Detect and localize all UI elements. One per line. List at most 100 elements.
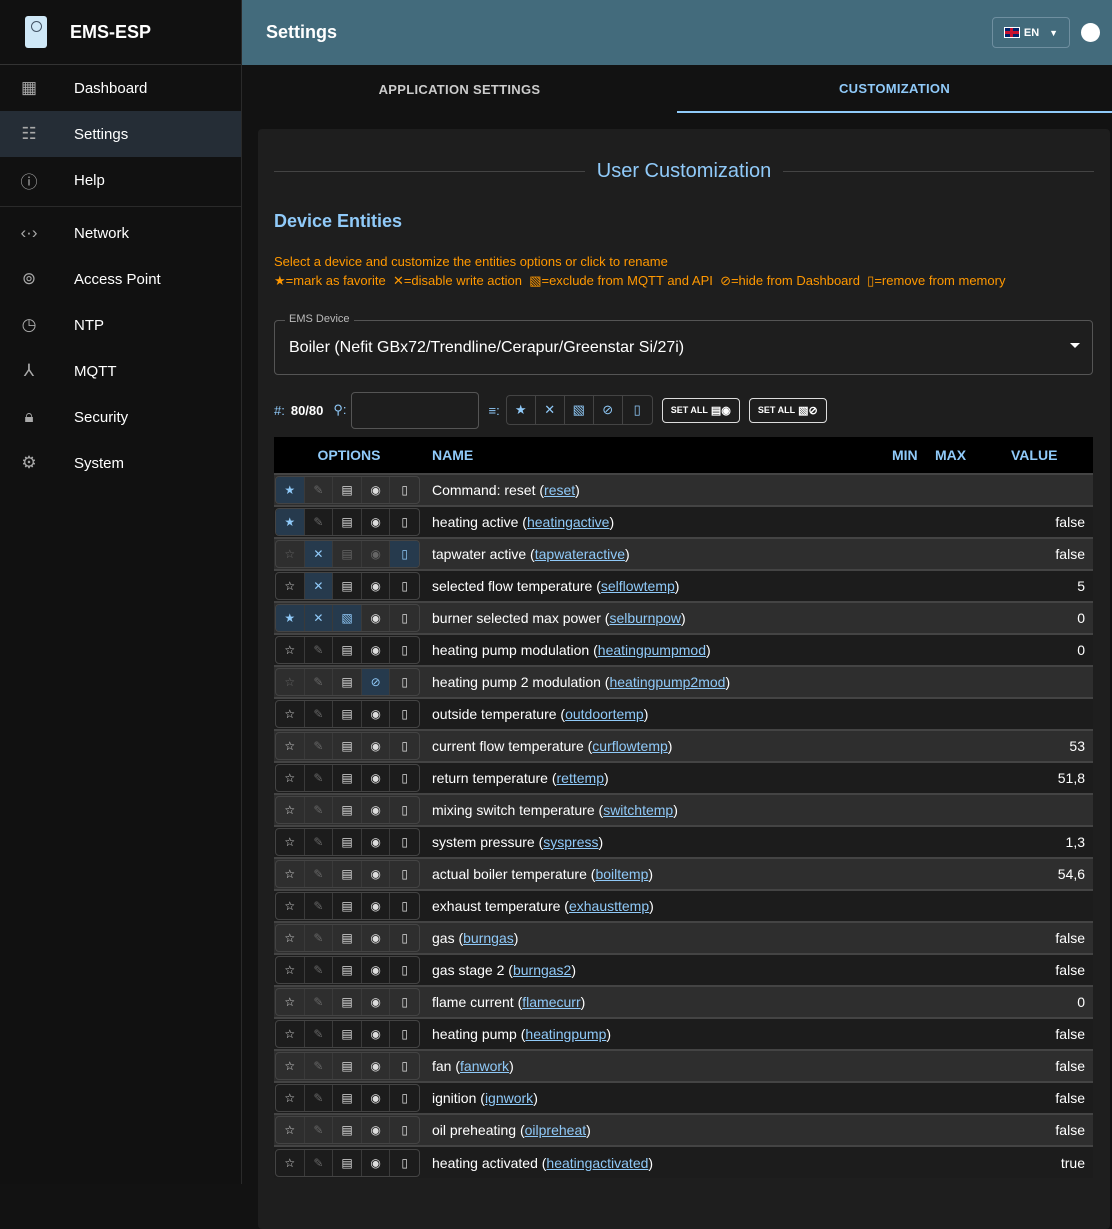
remove-trash-icon[interactable]: ▯ <box>401 1123 409 1137</box>
favorite-star-icon[interactable]: ☆ <box>276 701 305 727</box>
remove-trash-icon[interactable]: ▯ <box>401 867 409 881</box>
entity-name[interactable]: current flow temperature (curflowtemp) <box>432 738 673 754</box>
mqtt-comment-icon[interactable]: ▤ <box>333 989 362 1015</box>
entity-name[interactable]: actual boiler temperature (boiltemp) <box>432 866 654 882</box>
visibility-eye-icon[interactable]: ◉ <box>362 1053 391 1079</box>
edit-pencil-icon[interactable]: ✎ <box>305 1149 334 1176</box>
sidebar-item-mqtt[interactable]: ⅄ MQTT <box>0 348 241 394</box>
remove-trash-icon[interactable]: ▯ <box>401 771 409 785</box>
entity-id-link[interactable]: boiltemp <box>595 866 649 882</box>
favorite-star-icon[interactable]: ☆ <box>276 1117 305 1143</box>
visibility-eye-icon[interactable]: ◉ <box>362 541 391 567</box>
mqtt-comment-icon[interactable]: ▤ <box>333 733 362 759</box>
set-all-hidden-button[interactable]: SET ALL ▧⊘ <box>748 397 827 423</box>
table-row[interactable]: ☆ ✕ ▤ ◉ ▯ tapwater active (tapwateractiv… <box>274 538 1093 570</box>
edit-pencil-icon[interactable]: ✎ <box>305 733 334 759</box>
entity-id-link[interactable]: exhausttemp <box>568 898 650 914</box>
favorite-star-icon[interactable]: ☆ <box>276 1021 305 1047</box>
entity-name[interactable]: heating pump 2 modulation (heatingpump2m… <box>432 674 731 690</box>
disable-write-icon[interactable]: ✕ <box>304 541 334 567</box>
favorite-star-icon[interactable]: ★ <box>276 477 305 503</box>
favorite-star-icon[interactable]: ☆ <box>276 1085 305 1111</box>
entity-id-link[interactable]: curflowtemp <box>592 738 668 754</box>
favorite-star-icon[interactable]: ☆ <box>276 925 305 951</box>
favorite-star-icon[interactable]: ☆ <box>276 861 305 887</box>
table-row[interactable]: ★ ✎ ▤ ◉ ▯ heating active (heatingactive)… <box>274 506 1093 538</box>
edit-pencil-icon[interactable]: ✎ <box>305 861 334 887</box>
entity-name[interactable]: fan (fanwork) <box>432 1058 514 1074</box>
header-name[interactable]: NAME <box>432 447 474 463</box>
visibility-eye-icon[interactable]: ◉ <box>362 957 391 983</box>
edit-pencil-icon[interactable]: ✎ <box>305 637 334 663</box>
mqtt-comment-icon[interactable]: ▤ <box>333 797 362 823</box>
entity-name[interactable]: system pressure (syspress) <box>432 834 604 850</box>
remove-trash-icon[interactable]: ▯ <box>401 707 409 721</box>
entity-id-link[interactable]: tapwateractive <box>534 546 626 562</box>
visibility-eye-icon[interactable]: ⊘ <box>361 669 391 695</box>
mqtt-comment-icon[interactable]: ▤ <box>333 573 362 599</box>
table-row[interactable]: ☆ ✕ ▤ ◉ ▯ selected flow temperature (sel… <box>274 570 1093 602</box>
favorite-star-icon[interactable]: ☆ <box>276 989 305 1015</box>
entity-id-link[interactable]: heatingactivated <box>546 1154 649 1171</box>
entity-id-link[interactable]: outdoortemp <box>565 706 644 722</box>
mqtt-comment-icon[interactable]: ▤ <box>333 701 362 727</box>
sidebar-item-settings[interactable]: ☷ Settings <box>0 111 241 157</box>
sidebar-item-dashboard[interactable]: ▦ Dashboard <box>0 65 241 111</box>
table-row[interactable]: ☆ ✎ ▤ ◉ ▯ outside temperature (outdoorte… <box>274 698 1093 730</box>
favorite-star-icon[interactable]: ☆ <box>276 957 305 983</box>
favorite-star-icon[interactable]: ☆ <box>276 541 305 567</box>
mqtt-comment-icon[interactable]: ▤ <box>333 957 362 983</box>
remove-trash-icon[interactable]: ▯ <box>401 1059 409 1073</box>
remove-trash-icon[interactable]: ▯ <box>401 899 409 913</box>
disable-write-icon[interactable]: ✕ <box>304 605 334 631</box>
mqtt-comment-icon[interactable]: ▧ <box>333 605 362 631</box>
remove-trash-icon[interactable]: ▯ <box>401 675 409 689</box>
mqtt-comment-icon[interactable]: ▤ <box>333 637 362 663</box>
remove-trash-icon[interactable]: ▯ <box>401 739 409 753</box>
entity-name[interactable]: gas stage 2 (burngas2) <box>432 962 577 978</box>
visibility-eye-icon[interactable]: ◉ <box>362 1149 391 1176</box>
entity-id-link[interactable]: flamecurr <box>522 994 581 1010</box>
remove-trash-icon[interactable]: ▯ <box>401 611 409 625</box>
mqtt-comment-icon[interactable]: ▤ <box>333 1149 362 1176</box>
sidebar-item-help[interactable]: ⓘ Help <box>0 157 241 203</box>
entity-id-link[interactable]: selflowtemp <box>600 578 675 594</box>
entity-id-link[interactable]: oilpreheat <box>524 1122 587 1138</box>
favorite-star-icon[interactable]: ☆ <box>276 1149 305 1176</box>
mqtt-comment-icon[interactable]: ▤ <box>333 861 362 887</box>
table-row[interactable]: ☆ ✎ ▤ ◉ ▯ fan (fanwork) false <box>274 1050 1093 1082</box>
edit-pencil-icon[interactable]: ✎ <box>305 893 334 919</box>
entity-id-link[interactable]: burngas2 <box>512 962 572 978</box>
visibility-eye-icon[interactable]: ◉ <box>362 765 391 791</box>
header-options[interactable]: OPTIONS <box>317 447 381 463</box>
table-row[interactable]: ☆ ✎ ▤ ◉ ▯ flame current (flamecurr) 0 <box>274 986 1093 1018</box>
edit-pencil-icon[interactable]: ✎ <box>305 925 334 951</box>
favorite-star-icon[interactable]: ☆ <box>276 893 305 919</box>
edit-pencil-icon[interactable]: ✎ <box>305 765 334 791</box>
tab-application-settings[interactable]: APPLICATION SETTINGS <box>378 81 541 97</box>
mqtt-comment-icon[interactable]: ▤ <box>333 829 362 855</box>
entity-name[interactable]: mixing switch temperature (switchtemp) <box>432 802 678 818</box>
entity-id-link[interactable]: selburnpow <box>609 610 682 626</box>
table-row[interactable]: ☆ ✎ ▤ ◉ ▯ heating pump (heatingpump) fal… <box>274 1018 1093 1050</box>
edit-pencil-icon[interactable]: ✎ <box>305 509 334 535</box>
entity-id-link[interactable]: heatingpump2mod <box>609 674 726 690</box>
table-row[interactable]: ☆ ✎ ▤ ◉ ▯ oil preheating (oilpreheat) fa… <box>274 1114 1093 1146</box>
favorite-star-icon[interactable]: ☆ <box>276 829 305 855</box>
filter-favorite-icon[interactable]: ★ <box>507 396 536 424</box>
table-row[interactable]: ☆ ✎ ▤ ◉ ▯ heating pump modulation (heati… <box>274 634 1093 666</box>
filter-readonly-icon[interactable]: ✕ <box>536 396 565 424</box>
filter-hide-icon[interactable]: ⊘ <box>594 396 623 424</box>
remove-trash-icon[interactable]: ▯ <box>401 1027 409 1041</box>
visibility-eye-icon[interactable]: ◉ <box>362 637 391 663</box>
edit-pencil-icon[interactable]: ✎ <box>305 477 334 503</box>
table-row[interactable]: ☆ ✎ ▤ ◉ ▯ heating activated (heatingacti… <box>274 1146 1093 1178</box>
favorite-star-icon[interactable]: ☆ <box>276 1053 305 1079</box>
entity-id-link[interactable]: rettemp <box>556 770 604 786</box>
visibility-eye-icon[interactable]: ◉ <box>362 861 391 887</box>
mqtt-comment-icon[interactable]: ▤ <box>333 893 362 919</box>
favorite-star-icon[interactable]: ★ <box>276 605 305 631</box>
entity-name[interactable]: exhaust temperature (exhausttemp) <box>432 898 654 914</box>
table-row[interactable]: ☆ ✎ ▤ ◉ ▯ return temperature (rettemp) 5… <box>274 762 1093 794</box>
visibility-eye-icon[interactable]: ◉ <box>362 989 391 1015</box>
